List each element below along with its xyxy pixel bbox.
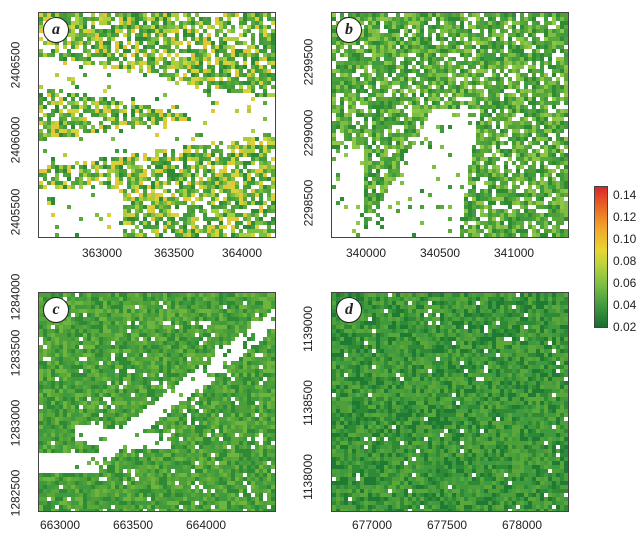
x-tick-label: 341000 <box>494 246 535 260</box>
x-tick-label: 363500 <box>154 246 195 260</box>
y-tick-label: 2299500 <box>301 38 316 86</box>
y-tick-label: 1284000 <box>8 273 23 321</box>
colorbar-tick-label: 0.04 <box>613 298 637 312</box>
panel-label-a: a <box>43 17 69 43</box>
colorbar-tick-label: 0.12 <box>613 210 637 224</box>
y-tick-label: 2406500 <box>8 41 23 89</box>
y-tick-label: 2406000 <box>8 116 23 164</box>
x-tick-label: 664000 <box>186 518 227 532</box>
panel-label-b: b <box>336 17 362 43</box>
x-tick-label: 677000 <box>352 518 393 532</box>
y-tick-label: 1139000 <box>300 306 315 352</box>
colorbar-tick-label: 0.08 <box>613 254 637 268</box>
x-tick-label: 678000 <box>502 518 543 532</box>
map-panel-b: b <box>331 12 569 238</box>
y-tick-label: 1282500 <box>8 469 23 517</box>
y-tick-label: 1283500 <box>8 329 23 377</box>
raster-a <box>39 13 275 237</box>
x-tick-label: 340500 <box>420 246 461 260</box>
raster-c <box>39 293 275 511</box>
x-tick-label: 663000 <box>40 518 81 532</box>
y-tick-label: 2299000 <box>301 109 316 157</box>
x-tick-label: 677500 <box>427 518 468 532</box>
raster-b <box>332 13 568 237</box>
raster-d <box>332 293 568 511</box>
map-panel-d: d <box>331 292 569 512</box>
map-panel-a: a <box>38 12 276 238</box>
colorbar-tick-label: 0.06 <box>613 276 637 290</box>
x-tick-label: 340000 <box>346 246 387 260</box>
y-tick-label: 2405500 <box>8 188 23 236</box>
panel-label-c: c <box>43 297 69 323</box>
colorbar-tick-label: 0.02 <box>613 320 637 334</box>
y-tick-label: 2298500 <box>301 179 316 227</box>
x-tick-label: 363000 <box>82 246 123 260</box>
panel-label-d: d <box>336 297 362 323</box>
map-panel-c: c <box>38 292 276 512</box>
colorbar <box>594 186 608 328</box>
x-tick-label: 364000 <box>222 246 263 260</box>
x-tick-label: 663500 <box>113 518 154 532</box>
colorbar-tick-label: 0.14 <box>613 188 637 202</box>
y-tick-label: 1138000 <box>300 454 315 500</box>
colorbar-tick-label: 0.10 <box>613 232 637 246</box>
y-tick-label: 1283000 <box>8 399 23 447</box>
y-tick-label: 1138500 <box>300 380 315 426</box>
